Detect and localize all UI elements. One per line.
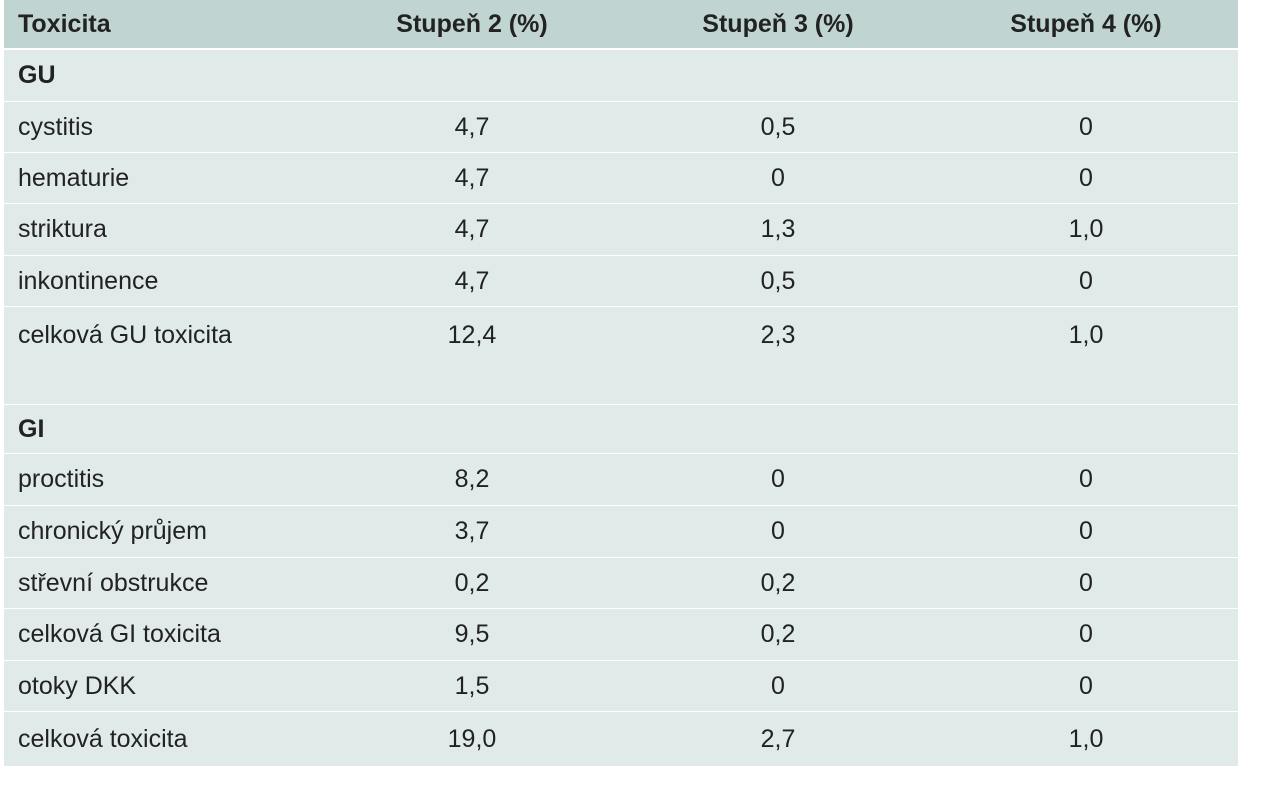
grade-4-value: 0 — [1079, 671, 1093, 700]
row-label: celková GU toxicita — [18, 320, 232, 349]
row-label: chronický průjem — [18, 517, 207, 545]
toxicity-table: Toxicita Stupeň 2 (%) Stupeň 3 (%) Stupe… — [4, 0, 1238, 766]
section-heading-gi: GI — [4, 405, 1238, 454]
grade-4-value: 0 — [1079, 163, 1093, 192]
row-label: inkontinence — [18, 266, 159, 295]
grade-2-value: 4,7 — [454, 163, 490, 192]
table-row: hematurie 4,7 0 0 — [4, 153, 1238, 204]
row-label: striktura — [18, 215, 107, 243]
row-label: hematurie — [18, 163, 130, 192]
grade-3-value: 0,2 — [760, 568, 796, 597]
table-row: chronický průjem 3,7 0 0 — [4, 506, 1238, 558]
row-label: cystitis — [18, 112, 93, 141]
grade-4-value: 0 — [1079, 112, 1093, 141]
table-row: striktura 4,7 1,3 1,0 — [4, 204, 1238, 256]
header-toxicita: Toxicita — [18, 9, 111, 38]
grade-4-value: 1,0 — [1068, 320, 1104, 349]
grade-2-value: 0,2 — [454, 568, 490, 597]
header-grade-2: Stupeň 2 (%) — [396, 9, 548, 38]
table-row: celková GI toxicita 9,5 0,2 0 — [4, 609, 1238, 661]
grade-3-value: 0 — [771, 465, 785, 493]
section-title: GI — [18, 414, 45, 443]
grade-3-value: 0,5 — [760, 266, 796, 295]
grade-2-value: 8,2 — [454, 465, 490, 493]
grade-2-value: 3,7 — [454, 517, 490, 545]
grade-3-value: 0 — [771, 163, 785, 192]
row-label: celková GI toxicita — [18, 620, 221, 648]
grade-4-value: 0 — [1079, 465, 1093, 493]
grade-3-value: 0 — [771, 671, 785, 700]
row-label: otoky DKK — [18, 671, 137, 700]
grade-2-value: 4,7 — [454, 112, 490, 141]
grade-2-value: 19,0 — [447, 724, 497, 753]
table-row: cystitis 4,7 0,5 0 — [4, 102, 1238, 153]
grade-2-value: 4,7 — [454, 215, 490, 243]
section-title: GU — [18, 61, 56, 89]
grade-4-value: 0 — [1079, 568, 1093, 597]
table-row: celková toxicita 19,0 2,7 1,0 — [4, 712, 1238, 766]
grade-4-value: 0 — [1079, 517, 1093, 545]
row-label: proctitis — [18, 465, 105, 493]
grade-3-value: 2,3 — [760, 320, 796, 349]
grade-4-value: 0 — [1079, 266, 1093, 295]
table-row: otoky DKK 1,5 0 0 — [4, 661, 1238, 712]
header-grade-4: Stupeň 4 (%) — [1010, 9, 1162, 38]
grade-2-value: 9,5 — [454, 620, 490, 648]
grade-3-value: 0,5 — [760, 112, 796, 141]
header-grade-3: Stupeň 3 (%) — [702, 9, 854, 38]
row-label: celková toxicita — [18, 724, 188, 753]
table-row: střevní obstrukce 0,2 0,2 0 — [4, 558, 1238, 609]
grade-3-value: 2,7 — [760, 724, 796, 753]
grade-4-value: 0 — [1079, 620, 1093, 648]
table-row: inkontinence 4,7 0,5 0 — [4, 256, 1238, 307]
grade-2-value: 12,4 — [447, 320, 497, 349]
section-heading-gu: GU — [4, 50, 1238, 102]
grade-2-value: 1,5 — [454, 671, 490, 700]
grade-3-value: 0 — [771, 517, 785, 545]
grade-3-value: 0,2 — [760, 620, 796, 648]
table-row: celková GU toxicita 12,4 2,3 1,0 — [4, 307, 1238, 405]
grade-2-value: 4,7 — [454, 266, 490, 295]
grade-4-value: 1,0 — [1068, 215, 1104, 243]
grade-3-value: 1,3 — [760, 215, 796, 243]
table-header-row: Toxicita Stupeň 2 (%) Stupeň 3 (%) Stupe… — [4, 0, 1238, 50]
table-row: proctitis 8,2 0 0 — [4, 454, 1238, 506]
row-label: střevní obstrukce — [18, 568, 209, 597]
grade-4-value: 1,0 — [1068, 724, 1104, 753]
